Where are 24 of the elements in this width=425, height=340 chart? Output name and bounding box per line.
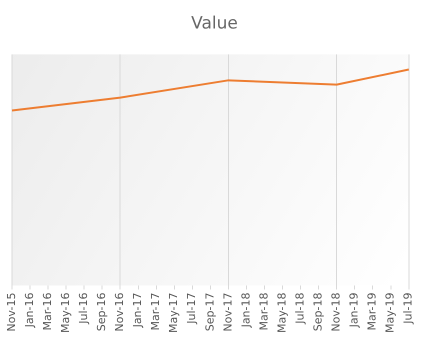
x-tick-label: Jul-19 — [402, 292, 415, 325]
x-tick-label: Mar-19 — [366, 292, 379, 331]
x-tick-label: Sep-18 — [311, 292, 324, 332]
x-tick-label: Jan-18 — [239, 292, 252, 328]
x-tick-label: May-18 — [275, 292, 288, 333]
x-tick-label: Sep-17 — [203, 292, 216, 332]
chart-title: Value — [191, 14, 238, 34]
x-tick-label: Jan-17 — [131, 292, 144, 328]
x-tick-label: Mar-18 — [257, 292, 270, 331]
x-tick-label: Jan-16 — [22, 292, 36, 328]
x-tick-label: May-19 — [384, 292, 397, 333]
x-tick-label: Nov-15 — [4, 292, 18, 332]
x-tick-label: Sep-16 — [95, 292, 108, 332]
x-tick-label: Mar-17 — [149, 292, 162, 331]
x-tick-label: Nov-17 — [221, 292, 234, 332]
x-tick-label: May-16 — [58, 292, 72, 333]
x-tick-label: Nov-18 — [330, 292, 343, 332]
x-tick-label: Jul-16 — [77, 292, 90, 325]
x-tick-label: May-17 — [167, 292, 180, 333]
x-tick-label: Jul-17 — [185, 292, 198, 325]
x-tick-label: Jul-18 — [293, 292, 306, 325]
x-tick-label: Mar-16 — [40, 292, 54, 331]
x-tick-label: Nov-16 — [113, 292, 126, 332]
x-tick-label: Jan-19 — [348, 292, 361, 328]
